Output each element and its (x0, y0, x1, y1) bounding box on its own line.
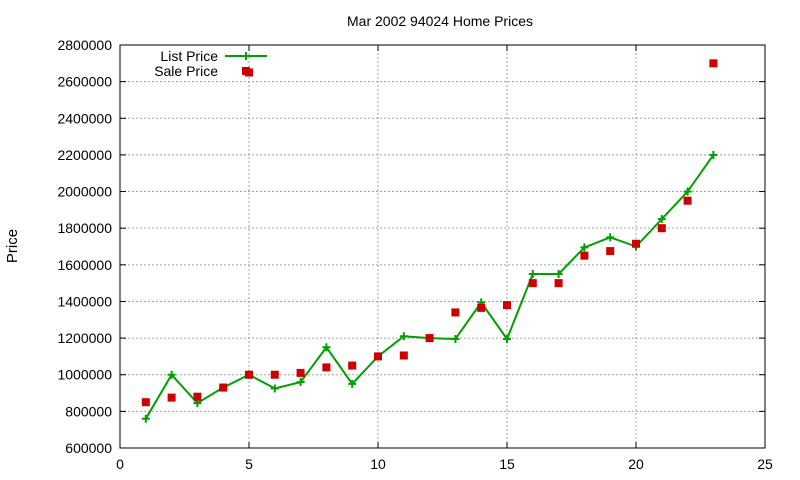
axes: 0 5 10 15 20 25 600000 800000 1000000 1200000 1400… (57, 37, 773, 472)
y-tick-label: 1600000 (57, 257, 112, 273)
data-point-sale-price (709, 59, 718, 68)
data-point-list-price (503, 335, 511, 344)
data-point-sale-price (425, 334, 434, 343)
x-tick-label: 0 (116, 456, 124, 472)
plot-frame (119, 44, 766, 449)
grid (120, 45, 765, 448)
legend: List Price Sale Price (154, 48, 267, 79)
y-tick-label: 1400000 (57, 293, 112, 309)
data-point-sale-price (167, 393, 176, 402)
legend-marker-list-price (242, 52, 250, 60)
data-point-list-price (580, 243, 589, 252)
x-tick-label: 10 (370, 456, 386, 472)
data-point-list-price (141, 414, 150, 423)
data-point-list-price (606, 233, 615, 242)
x-tick-label: 15 (499, 456, 515, 472)
y-tick-label: 2200000 (57, 147, 112, 163)
data-point-sale-price (219, 383, 228, 392)
data-point-sale-price (580, 251, 589, 260)
x-tick-label: 20 (628, 456, 644, 472)
data-point-sale-price (528, 279, 537, 288)
data-point-sale-price (477, 303, 486, 312)
y-tick-label: 1000000 (57, 367, 112, 383)
data-point-sale-price (503, 301, 511, 310)
y-tick-label: 600000 (65, 440, 112, 456)
legend-marker-sale-price (242, 67, 250, 75)
data-point-sale-price (141, 398, 150, 407)
data-point-list-price (322, 343, 331, 352)
data-point-list-price (348, 379, 357, 388)
data-point-sale-price (270, 370, 279, 379)
x-tick-label: 25 (757, 456, 773, 472)
data-point-sale-price (245, 370, 253, 379)
y-tick-label: 2600000 (57, 74, 112, 90)
y-tick-label: 2000000 (57, 184, 112, 200)
y-tick-label: 1200000 (57, 330, 112, 346)
y-tick-label: 800000 (65, 403, 112, 419)
data-point-sale-price (193, 392, 202, 401)
data-point-sale-price (374, 352, 382, 361)
data-point-list-price (296, 378, 305, 387)
data-point-list-price (399, 332, 408, 341)
data-point-list-price (709, 150, 718, 159)
plot-series (141, 59, 718, 423)
data-point-sale-price (451, 308, 460, 317)
data-point-list-price (657, 215, 666, 224)
legend-label-list-price: List Price (160, 48, 218, 64)
data-point-sale-price (554, 279, 563, 288)
series-line-list-price (144, 154, 715, 420)
data-point-list-price (528, 269, 537, 278)
data-point-sale-price (348, 361, 357, 370)
data-point-list-price (451, 335, 460, 344)
data-point-list-price (554, 269, 563, 278)
chart-title: Mar 2002 94024 Home Prices (347, 13, 533, 29)
y-tick-label: 1800000 (57, 220, 112, 236)
data-point-sale-price (322, 363, 331, 372)
data-point-list-price (270, 384, 279, 393)
y-tick-label: 2400000 (57, 110, 112, 126)
data-point-list-price (683, 187, 692, 196)
y-tick-label: 2800000 (57, 37, 112, 53)
y-axis-label: Price (4, 229, 21, 263)
legend-label-sale-price: Sale Price (154, 63, 218, 79)
x-tick-label: 5 (245, 456, 253, 472)
data-point-list-price (167, 370, 176, 379)
data-point-sale-price (632, 239, 640, 248)
data-point-sale-price (296, 368, 305, 377)
data-point-sale-price (606, 247, 615, 256)
data-point-sale-price (399, 351, 408, 360)
data-point-sale-price (683, 196, 692, 205)
data-point-sale-price (657, 224, 666, 233)
